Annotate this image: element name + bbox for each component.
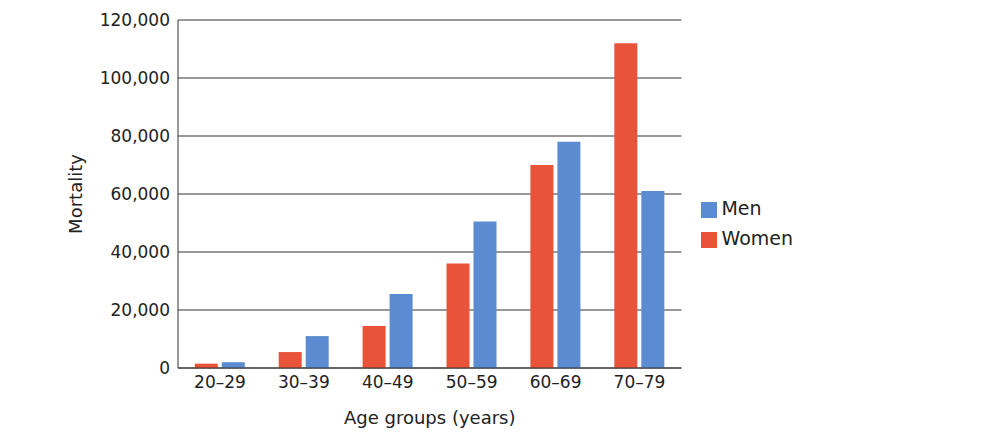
svg-text:50–59: 50–59 [446,372,498,392]
svg-text:40,000: 40,000 [111,242,170,262]
html-text:Women: Women [721,227,793,249]
svg-text:100,000: 100,000 [100,68,170,88]
svg-text:0: 0 [159,358,170,378]
svg-text:60–69: 60–69 [530,372,582,392]
svg-text:Age groups (years): Age groups (years) [344,407,516,428]
svg-text:80,000: 80,000 [111,126,170,146]
svg-text:20–29: 20–29 [194,372,246,392]
svg-text:Mortality: Mortality [65,154,86,234]
svg-text:120,000: 120,000 [100,10,170,30]
svg-text:40–49: 40–49 [362,372,414,392]
html-text:Men: Men [721,197,762,219]
svg-text:70–79: 70–79 [614,372,666,392]
svg-text:60,000: 60,000 [111,184,170,204]
svg-text:30–39: 30–39 [278,372,330,392]
svg-text:20,000: 20,000 [111,300,170,320]
